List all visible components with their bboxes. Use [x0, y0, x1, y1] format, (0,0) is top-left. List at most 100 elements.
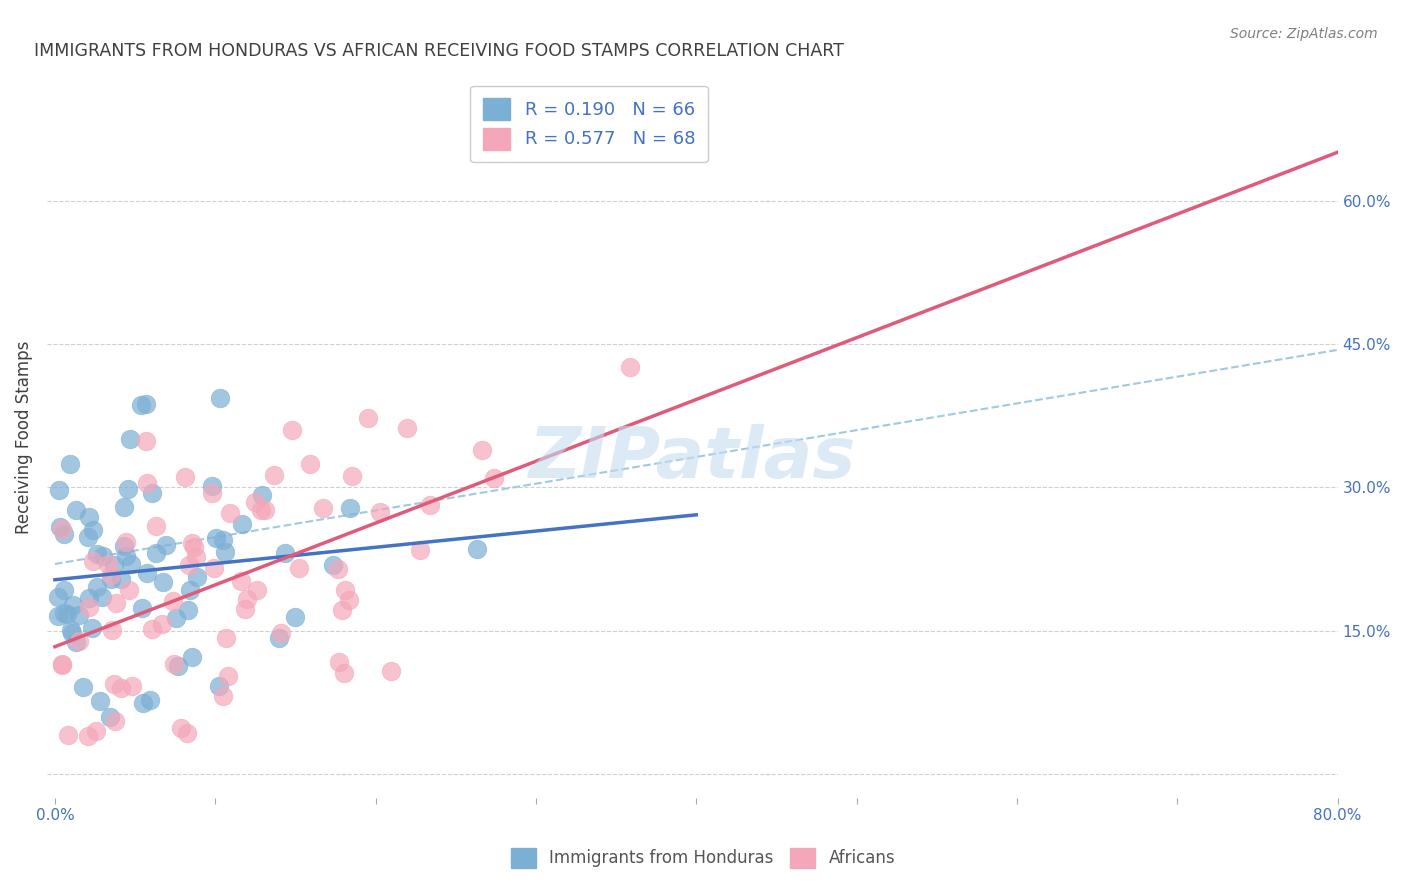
- Africans: [183, 541, 205, 555]
- Africans: [77, 600, 100, 615]
- Africans: [236, 591, 259, 606]
- Immigrants from Honduras: [112, 500, 135, 514]
- Immigrants from Honduras: [208, 679, 231, 693]
- Immigrants from Honduras: [62, 598, 84, 612]
- Immigrants from Honduras: [77, 530, 100, 544]
- Africans: [340, 469, 363, 483]
- Immigrants from Honduras: [53, 606, 76, 620]
- Africans: [619, 359, 641, 374]
- Text: Source: ZipAtlas.com: Source: ZipAtlas.com: [1230, 27, 1378, 41]
- Africans: [357, 410, 380, 425]
- Text: ZIPatlas: ZIPatlas: [529, 425, 856, 493]
- Immigrants from Honduras: [135, 397, 157, 411]
- Africans: [250, 503, 273, 517]
- Immigrants from Honduras: [138, 692, 160, 706]
- Africans: [212, 690, 235, 704]
- Africans: [233, 602, 256, 616]
- Africans: [214, 632, 236, 646]
- Immigrants from Honduras: [167, 658, 190, 673]
- Immigrants from Honduras: [177, 603, 200, 617]
- Africans: [254, 503, 277, 517]
- Immigrants from Honduras: [115, 549, 138, 563]
- Africans: [163, 657, 186, 671]
- Immigrants from Honduras: [79, 509, 101, 524]
- Africans: [67, 634, 90, 648]
- Immigrants from Honduras: [80, 621, 103, 635]
- Africans: [201, 486, 224, 500]
- Immigrants from Honduras: [67, 607, 90, 622]
- Immigrants from Honduras: [48, 520, 70, 534]
- Africans: [145, 519, 167, 533]
- Immigrants from Honduras: [110, 572, 132, 586]
- Africans: [482, 471, 505, 485]
- Africans: [217, 669, 239, 683]
- Immigrants from Honduras: [179, 582, 201, 597]
- Immigrants from Honduras: [284, 610, 307, 624]
- Africans: [419, 498, 441, 512]
- Immigrants from Honduras: [91, 549, 114, 564]
- Immigrants from Honduras: [59, 457, 82, 471]
- Africans: [115, 534, 138, 549]
- Immigrants from Honduras: [214, 545, 236, 559]
- Africans: [141, 622, 163, 636]
- Africans: [82, 554, 104, 568]
- Immigrants from Honduras: [181, 650, 204, 665]
- Immigrants from Honduras: [131, 601, 153, 615]
- Africans: [76, 729, 98, 743]
- Africans: [270, 625, 292, 640]
- Immigrants from Honduras: [209, 391, 232, 405]
- Immigrants from Honduras: [129, 398, 152, 412]
- Immigrants from Honduras: [339, 501, 361, 516]
- Immigrants from Honduras: [250, 488, 273, 502]
- Immigrants from Honduras: [141, 486, 163, 500]
- Immigrants from Honduras: [65, 503, 87, 517]
- Africans: [162, 593, 184, 607]
- Africans: [243, 494, 266, 508]
- Africans: [333, 583, 356, 598]
- Africans: [202, 561, 225, 575]
- Immigrants from Honduras: [136, 566, 159, 580]
- Immigrants from Honduras: [231, 516, 253, 531]
- Africans: [380, 664, 402, 678]
- Immigrants from Honduras: [132, 696, 155, 710]
- Immigrants from Honduras: [117, 483, 139, 497]
- Immigrants from Honduras: [98, 710, 121, 724]
- Africans: [181, 536, 204, 550]
- Africans: [311, 500, 333, 515]
- Africans: [118, 582, 141, 597]
- Immigrants from Honduras: [120, 557, 142, 571]
- Immigrants from Honduras: [165, 611, 187, 625]
- Africans: [110, 681, 132, 695]
- Africans: [135, 434, 157, 448]
- Immigrants from Honduras: [112, 540, 135, 554]
- Africans: [100, 568, 122, 582]
- Immigrants from Honduras: [59, 623, 82, 637]
- Africans: [135, 476, 157, 491]
- Africans: [326, 562, 349, 576]
- Immigrants from Honduras: [145, 546, 167, 560]
- Immigrants from Honduras: [72, 680, 94, 694]
- Africans: [246, 582, 269, 597]
- Africans: [409, 543, 432, 558]
- Africans: [103, 677, 125, 691]
- Immigrants from Honduras: [467, 542, 489, 557]
- Legend: R = 0.190   N = 66, R = 0.577   N = 68: R = 0.190 N = 66, R = 0.577 N = 68: [471, 86, 707, 162]
- Legend: Immigrants from Honduras, Africans: Immigrants from Honduras, Africans: [505, 841, 901, 875]
- Africans: [170, 721, 193, 735]
- Africans: [121, 679, 143, 693]
- Africans: [86, 723, 108, 738]
- Africans: [219, 506, 242, 520]
- Immigrants from Honduras: [77, 591, 100, 605]
- Africans: [288, 561, 311, 575]
- Africans: [330, 603, 353, 617]
- Immigrants from Honduras: [60, 626, 83, 640]
- Immigrants from Honduras: [55, 607, 77, 621]
- Africans: [333, 665, 356, 680]
- Africans: [51, 658, 73, 673]
- Immigrants from Honduras: [48, 483, 70, 497]
- Africans: [174, 470, 197, 484]
- Immigrants from Honduras: [274, 546, 297, 560]
- Immigrants from Honduras: [82, 523, 104, 537]
- Africans: [298, 457, 321, 471]
- Africans: [370, 505, 392, 519]
